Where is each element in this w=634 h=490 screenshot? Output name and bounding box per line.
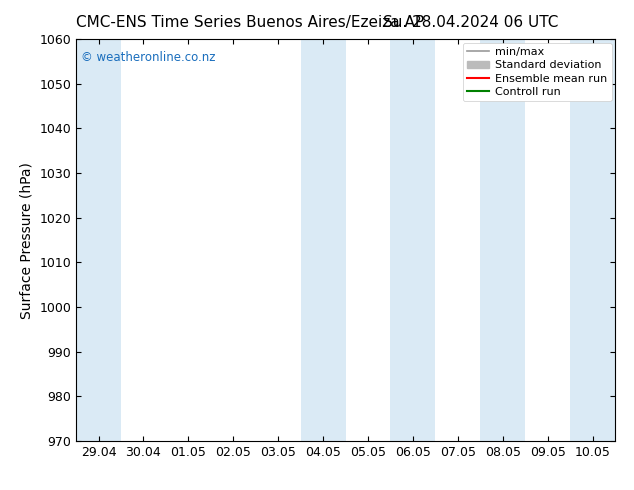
Bar: [391, 39, 436, 441]
Bar: [570, 39, 615, 441]
Text: © weatheronline.co.nz: © weatheronline.co.nz: [81, 51, 216, 64]
Legend: min/max, Standard deviation, Ensemble mean run, Controll run: min/max, Standard deviation, Ensemble me…: [463, 43, 612, 101]
Y-axis label: Surface Pressure (hPa): Surface Pressure (hPa): [20, 162, 34, 318]
Text: CMC-ENS Time Series Buenos Aires/Ezeiza AP: CMC-ENS Time Series Buenos Aires/Ezeiza …: [76, 15, 424, 30]
Bar: [301, 39, 346, 441]
Text: Su. 28.04.2024 06 UTC: Su. 28.04.2024 06 UTC: [382, 15, 558, 30]
Bar: [76, 39, 121, 441]
Bar: [481, 39, 525, 441]
